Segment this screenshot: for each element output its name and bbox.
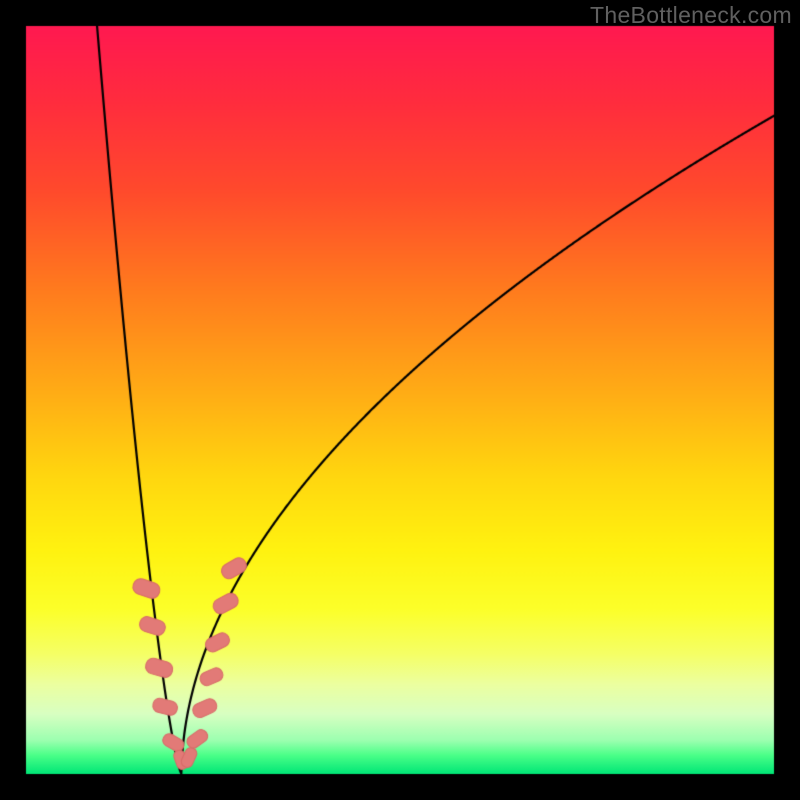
chart-container: TheBottleneck.com [0, 0, 800, 800]
bottleneck-chart-canvas [0, 0, 800, 800]
watermark-text: TheBottleneck.com [590, 2, 792, 29]
